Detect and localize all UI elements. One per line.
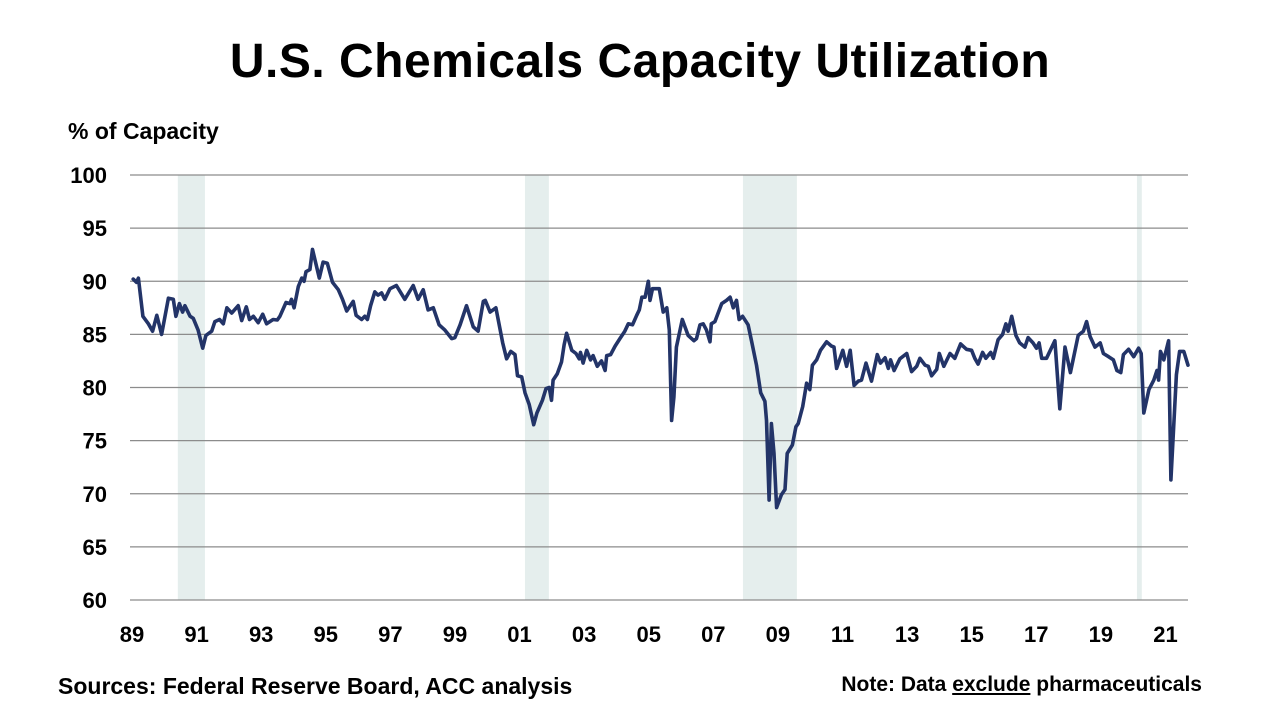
x-tick-label: 03	[572, 622, 596, 647]
x-tick-label: 01	[507, 622, 531, 647]
x-tick-label: 21	[1153, 622, 1177, 647]
y-tick-label: 70	[83, 482, 107, 507]
y-tick-label: 75	[83, 429, 107, 454]
note-emphasis: exclude	[952, 673, 1031, 696]
x-tick-label: 19	[1089, 622, 1113, 647]
y-axis-label: % of Capacity	[68, 118, 219, 144]
x-tick-label: 15	[959, 622, 983, 647]
x-tick-label: 95	[314, 622, 338, 647]
y-tick-label: 95	[83, 216, 107, 241]
y-tick-label: 80	[83, 376, 107, 401]
x-tick-label: 17	[1024, 622, 1048, 647]
x-tick-label: 93	[249, 622, 273, 647]
x-tick-label: 09	[766, 622, 790, 647]
x-tick-label: 13	[895, 622, 919, 647]
chart-title: U.S. Chemicals Capacity Utilization	[229, 35, 1051, 88]
x-tick-labels: 89 91 93 95 97 99 01 03 05 07 09 11 13 15 17 19 21	[120, 622, 1178, 647]
series-line	[131, 247, 1190, 510]
y-tick-label: 65	[83, 535, 107, 560]
y-tick-label: 90	[83, 269, 107, 294]
data-note: Note: Data exclude pharmaceuticals	[841, 673, 1202, 697]
x-tick-label: 05	[636, 622, 660, 647]
x-tick-label: 91	[184, 622, 208, 647]
sources-note: Sources: Federal Reserve Board, ACC anal…	[58, 673, 573, 699]
note-prefix: Note: Data	[841, 673, 953, 696]
x-tick-label: 89	[120, 622, 144, 647]
x-tick-label: 07	[701, 622, 725, 647]
y-tick-label: 100	[70, 163, 107, 188]
y-tick-label: 85	[83, 322, 107, 347]
note-suffix: pharmaceuticals	[1030, 673, 1202, 696]
x-tick-label: 11	[831, 622, 854, 647]
x-tick-label: 97	[378, 622, 402, 647]
y-tick-label: 60	[83, 588, 107, 613]
gridlines	[130, 174, 1188, 601]
x-tick-label: 99	[443, 622, 467, 647]
y-tick-labels: 60 65 70 75 80 85 90 95 100	[70, 163, 107, 613]
